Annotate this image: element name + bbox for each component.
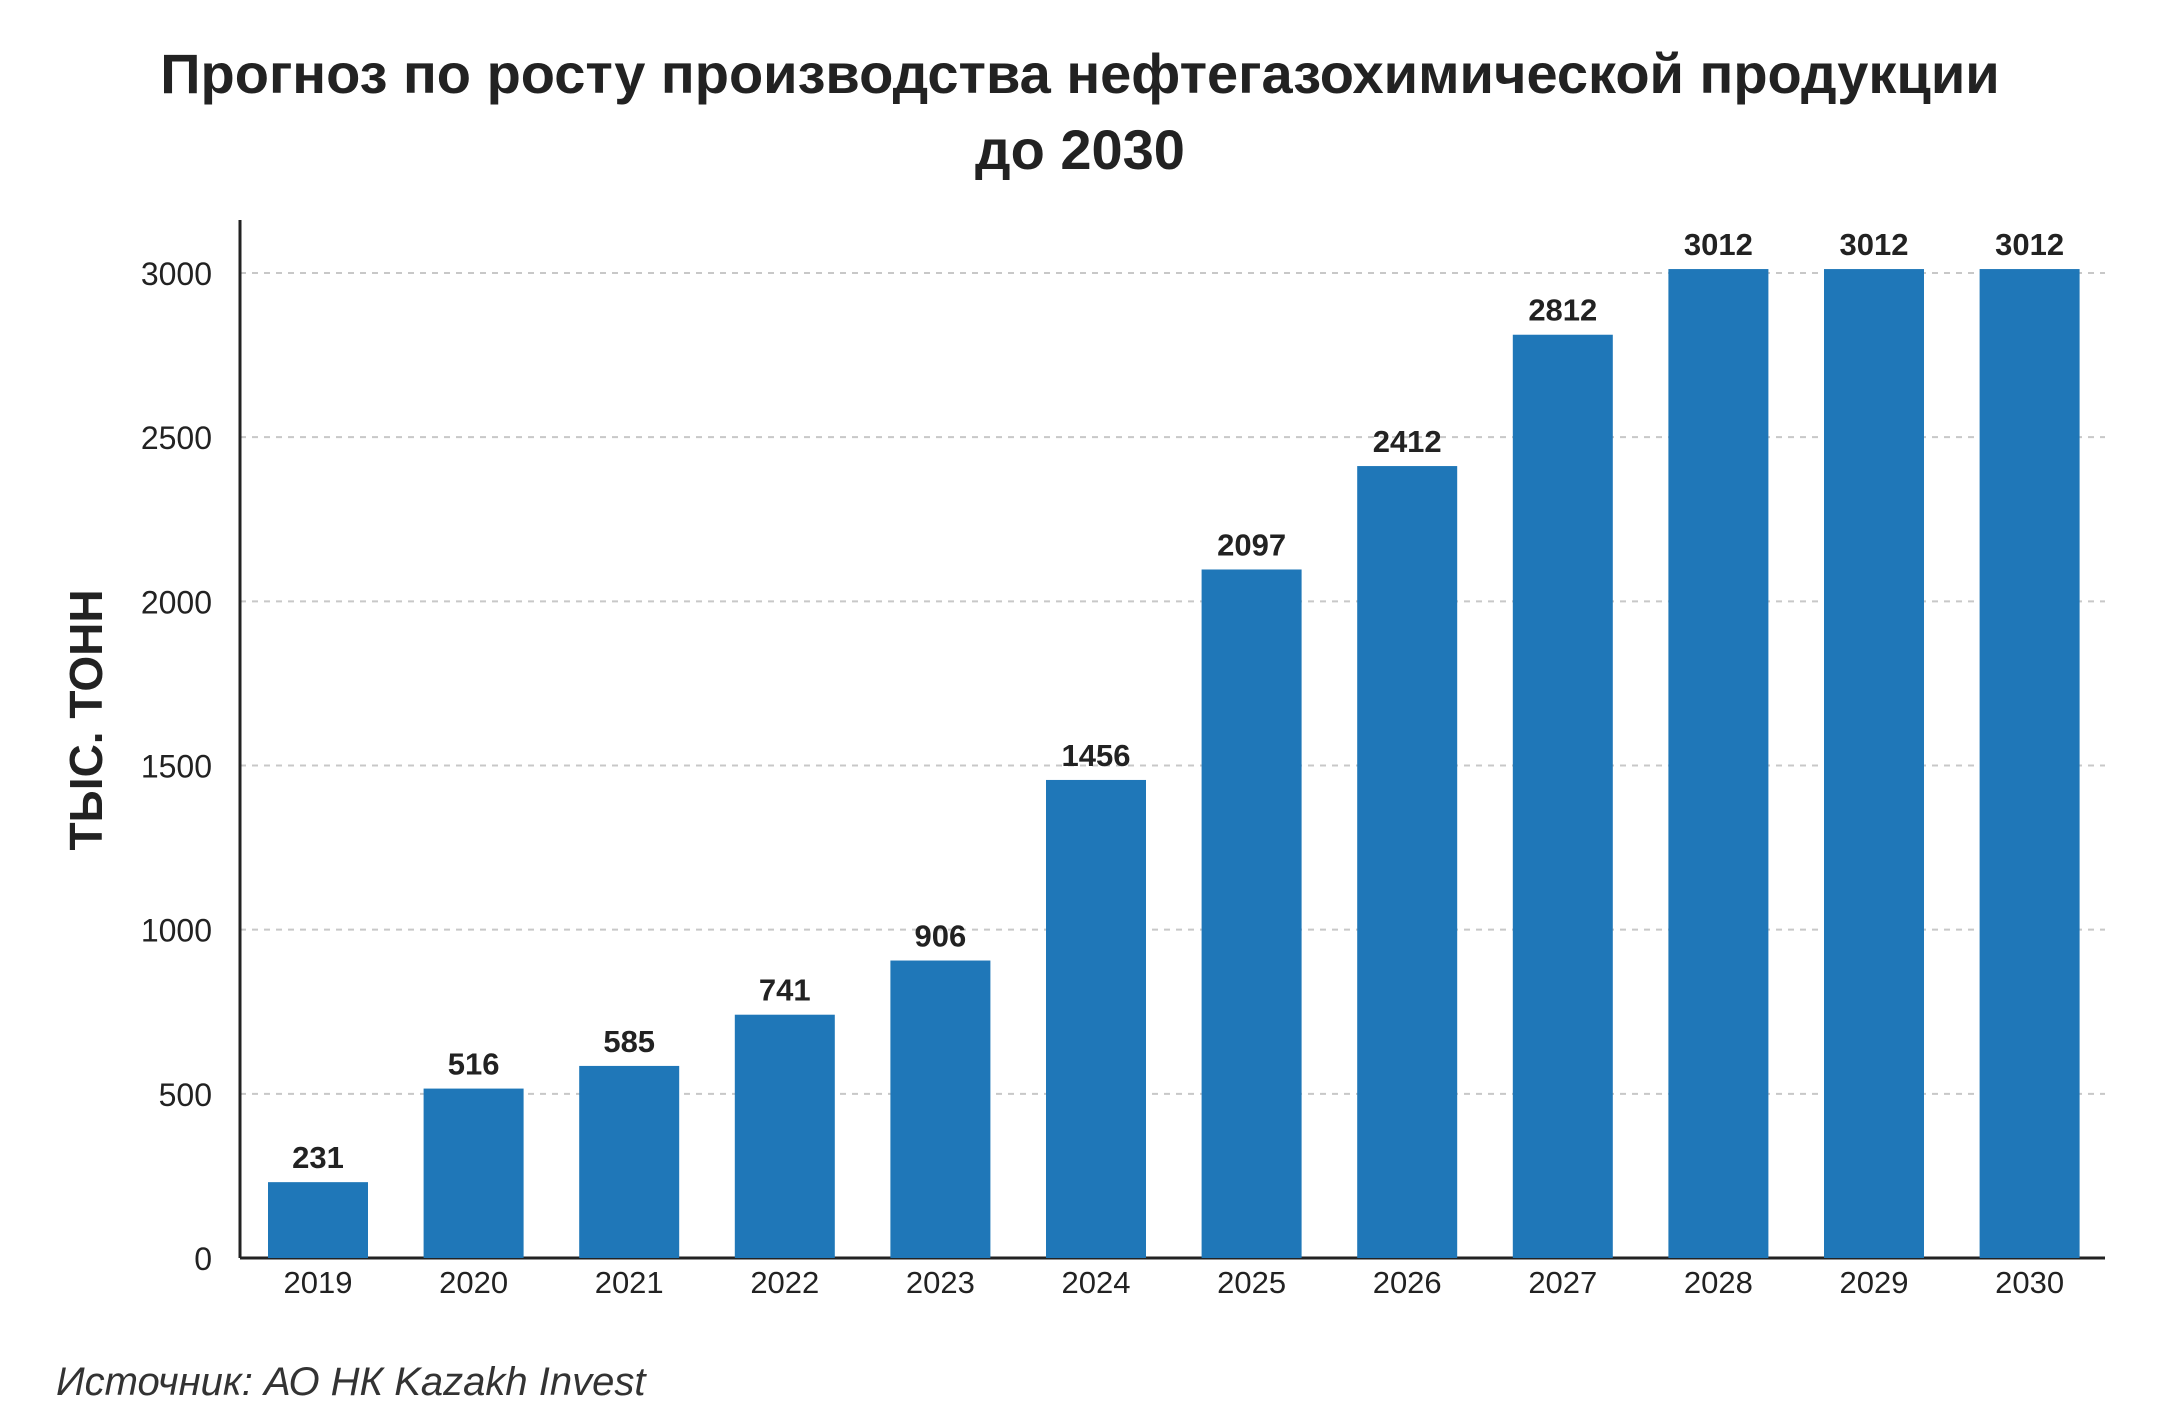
x-tick-label: 2028	[1684, 1265, 1753, 1300]
x-tick-label: 2025	[1217, 1265, 1286, 1300]
bar	[1046, 779, 1146, 1258]
y-tick-label: 2000	[141, 584, 212, 620]
bar-value-label: 2812	[1528, 293, 1597, 328]
chart-title-line-2: до 2030	[975, 118, 1185, 181]
chart-title-line-1: Прогноз по росту производства нефтегазох…	[160, 42, 2000, 105]
y-tick-label: 1500	[141, 749, 212, 785]
y-tick-label: 1000	[141, 913, 212, 949]
y-tick-label: 0	[194, 1241, 212, 1277]
bar-value-label: 585	[603, 1024, 655, 1059]
source-note: Источник: АО НК Kazakh Invest	[56, 1360, 646, 1404]
x-tick-label: 2020	[439, 1265, 508, 1300]
x-tick-label: 2023	[906, 1265, 975, 1300]
bar	[423, 1088, 524, 1258]
bar-value-label: 3012	[1840, 227, 1909, 262]
x-tick-label: 2029	[1840, 1265, 1909, 1300]
bar-value-label: 231	[292, 1140, 344, 1175]
bar-value-label: 3012	[1995, 227, 2064, 262]
x-tick-label: 2030	[1995, 1265, 2064, 1300]
y-axis-label: ТЫС. ТОНН	[60, 589, 112, 850]
x-tick-label: 2027	[1528, 1265, 1597, 1300]
bar	[890, 960, 991, 1258]
bar	[1201, 569, 1302, 1258]
y-tick-label: 3000	[141, 256, 212, 292]
bar	[579, 1065, 680, 1258]
x-tick-label: 2024	[1062, 1265, 1131, 1300]
bar-value-label: 1456	[1062, 738, 1131, 773]
bar-value-label: 741	[759, 973, 811, 1008]
bar	[1668, 269, 1769, 1258]
bar-value-label: 2097	[1217, 527, 1286, 562]
bar-value-label: 3012	[1684, 227, 1753, 262]
bar	[1824, 269, 1924, 1258]
y-tick-label: 500	[159, 1077, 212, 1113]
bar-value-label: 906	[915, 919, 967, 954]
bar-value-label: 2412	[1373, 424, 1442, 459]
x-tick-label: 2026	[1373, 1265, 1442, 1300]
y-tick-label: 2500	[141, 420, 212, 456]
x-tick-label: 2019	[284, 1265, 353, 1300]
bar	[1979, 269, 2080, 1258]
bar	[734, 1014, 835, 1258]
x-tick-label: 2021	[595, 1265, 664, 1300]
chart-title: Прогноз по росту производства нефтегазох…	[60, 36, 2100, 188]
bar-value-label: 516	[448, 1047, 500, 1082]
bar	[1512, 334, 1613, 1258]
x-tick-label: 2022	[750, 1265, 819, 1300]
bar	[268, 1182, 368, 1258]
bar	[1357, 466, 1458, 1258]
